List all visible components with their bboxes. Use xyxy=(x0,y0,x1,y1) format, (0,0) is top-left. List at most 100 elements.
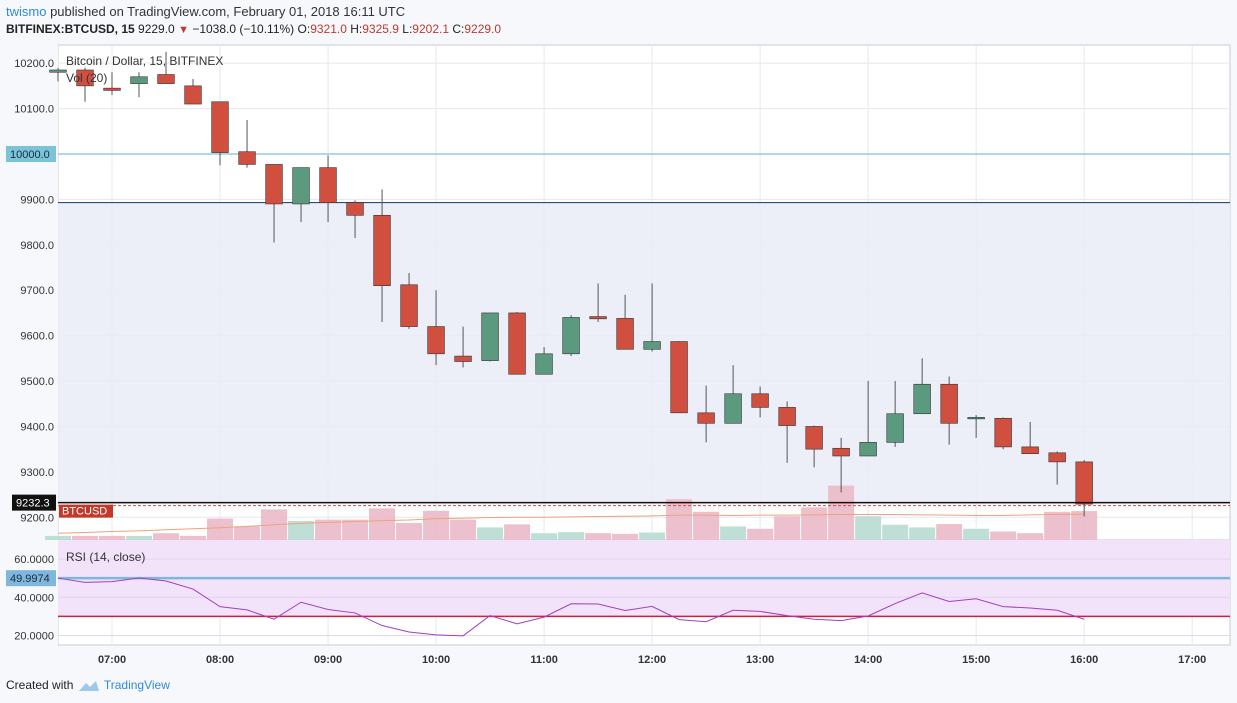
x-tick-label: 12:00 xyxy=(638,654,666,666)
volume-bar xyxy=(558,532,585,540)
volume-bar xyxy=(315,519,342,540)
volume-bar xyxy=(639,532,666,540)
rsi-pane: 20.0000 40.0000 60.0000 49.9974 xyxy=(6,540,1230,642)
low-label: L: xyxy=(402,22,413,36)
footer: Created with TradingView xyxy=(6,678,170,693)
volume-bar xyxy=(288,520,315,540)
candle-body xyxy=(1021,446,1039,455)
volume-bar xyxy=(369,508,396,540)
price-axis: 9200.0 9300.0 9400.0 9500.0 9600.0 9700.0 9800… xyxy=(14,58,54,524)
candle-body xyxy=(994,417,1012,448)
current-price-label: 9232.3 xyxy=(16,498,50,510)
candle-body xyxy=(805,426,823,450)
rsi-level-label-bg xyxy=(6,570,56,587)
volume-bar xyxy=(936,524,963,540)
volume-bar xyxy=(207,518,234,540)
volume-bar xyxy=(909,527,936,540)
last-price: 9229.0 xyxy=(138,22,175,36)
candle-body xyxy=(535,353,553,375)
x-tick-label: 08:00 xyxy=(206,654,234,666)
candle-body xyxy=(211,101,229,153)
candle-body xyxy=(886,413,904,443)
open-value: 9321.0 xyxy=(310,22,347,36)
candle-body xyxy=(751,393,769,408)
candle-body xyxy=(238,151,256,165)
volume-bar xyxy=(504,524,531,540)
volume-bar xyxy=(1017,533,1044,540)
candle-body xyxy=(940,383,958,424)
tradingview-logo-icon xyxy=(78,680,99,691)
volume-bar xyxy=(153,533,180,540)
candle-body xyxy=(562,317,580,355)
volume-bar xyxy=(855,516,882,540)
x-tick-label: 16:00 xyxy=(1070,654,1098,666)
symbol-tag: BTCUSD xyxy=(62,506,107,518)
chart-title: Bitcoin / Dollar, 15, BITFINEX xyxy=(66,54,223,68)
rsi-tick-label: 60.0000 xyxy=(14,554,54,566)
candle-body xyxy=(481,312,499,361)
volume-bar xyxy=(612,533,639,540)
volume-bar xyxy=(963,528,990,540)
candle-body xyxy=(832,447,850,457)
candle-body xyxy=(319,167,337,203)
candle-body xyxy=(616,318,634,350)
volume-bar xyxy=(531,533,558,540)
y-tick-label: 9400.0 xyxy=(20,421,54,433)
time-axis: 07:00 08:00 09:00 10:00 11:00 12:00 13:00 14:00… xyxy=(98,654,1206,666)
published-text: published on TradingView.com, February 0… xyxy=(50,4,406,19)
candle-body xyxy=(1075,461,1093,505)
volume-bar xyxy=(450,519,477,540)
candle-body xyxy=(76,69,94,87)
y-tick-label: 10200.0 xyxy=(14,58,54,70)
x-tick-label: 15:00 xyxy=(962,654,990,666)
rsi-level-label: 49.9974 xyxy=(10,573,50,585)
candle-body xyxy=(265,164,283,205)
candle-body xyxy=(454,355,472,362)
volume-bar xyxy=(585,533,612,540)
y-tick-label: 9600.0 xyxy=(20,331,54,343)
y-tick-label: 9700.0 xyxy=(20,285,54,297)
current-price: 9232.3 BTCUSD xyxy=(12,494,1230,518)
volume-bar xyxy=(828,485,855,540)
volume-bar xyxy=(423,510,450,540)
price-change: −1038.0 (−10.11%) xyxy=(192,22,295,36)
candle-body xyxy=(103,87,121,91)
candle-body xyxy=(967,417,985,420)
level-label: 10000.0 xyxy=(10,149,50,161)
volume-bar xyxy=(882,524,909,540)
author-link[interactable]: twismo xyxy=(6,4,47,19)
candle-body xyxy=(49,69,67,73)
x-tick-label: 07:00 xyxy=(98,654,126,666)
candle-body xyxy=(859,442,877,457)
rsi-tick-label: 40.0000 xyxy=(14,592,54,604)
volume-bar xyxy=(180,535,207,540)
x-tick-label: 11:00 xyxy=(530,654,558,666)
candle-body xyxy=(508,312,526,375)
volume-bar xyxy=(1044,511,1071,540)
volume-bar xyxy=(99,535,126,540)
axis-bg xyxy=(0,45,58,645)
volume-bar xyxy=(747,528,774,540)
volume-bar xyxy=(342,519,369,540)
volume-bar xyxy=(774,516,801,540)
down-arrow-icon: ▼ xyxy=(178,24,189,36)
y-tick-label: 9300.0 xyxy=(20,467,54,479)
symbol-tag-bg xyxy=(59,504,113,518)
y-tick-label: 10100.0 xyxy=(14,104,54,116)
y-tick-label: 9800.0 xyxy=(20,240,54,252)
ohlc-line: BITFINEX:BTCUSD, 15 9229.0 ▼ −1038.0 (−1… xyxy=(6,22,501,36)
publish-line: twismo published on TradingView.com, Feb… xyxy=(6,4,405,19)
symbol-label: BITFINEX:BTCUSD, 15 xyxy=(6,22,135,36)
x-tick-label: 14:00 xyxy=(854,654,882,666)
volume-bar xyxy=(126,535,153,540)
y-tick-label: 9200.0 xyxy=(20,512,54,524)
candle-body xyxy=(589,316,607,320)
volume-bar xyxy=(72,535,99,540)
candle-body xyxy=(643,341,661,350)
tradingview-link[interactable]: TradingView xyxy=(103,678,170,692)
volume-bar xyxy=(477,527,504,540)
x-tick-label: 17:00 xyxy=(1178,654,1206,666)
high-label: H: xyxy=(350,22,363,36)
volume-bar xyxy=(693,511,720,540)
